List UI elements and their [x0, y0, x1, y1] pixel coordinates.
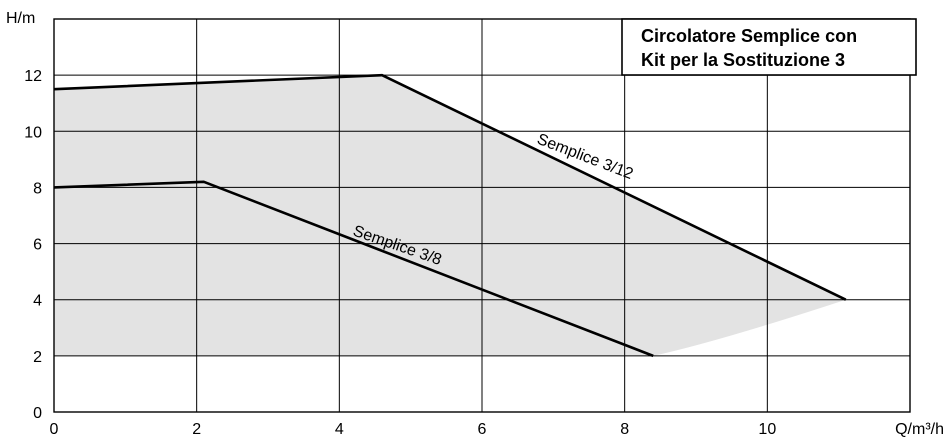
- x-tick-label: 0: [50, 421, 59, 437]
- y-tick-label: 0: [33, 405, 42, 422]
- x-axis-label: Q/m³/h: [895, 421, 944, 437]
- y-tick-label: 10: [24, 124, 42, 141]
- chart-title-box: Circolatore Semplice con Kit per la Sost…: [621, 18, 917, 76]
- operating-region: [54, 75, 846, 356]
- series-line-0: [53, 73, 847, 301]
- y-tick-label: 4: [33, 293, 42, 310]
- plot-frame: [53, 18, 911, 413]
- x-tick-label: 6: [478, 421, 487, 437]
- y-tick-label: 12: [24, 68, 42, 85]
- chart-title-line-1: Circolatore Semplice con: [641, 26, 857, 46]
- y-tick-label: 8: [33, 180, 42, 197]
- y-tick-label: 2: [33, 349, 42, 366]
- x-tick-label: 2: [192, 421, 201, 437]
- y-axis-label: H/m: [6, 10, 35, 27]
- chart-title-line-2: Kit per la Sostituzione 3: [641, 50, 845, 70]
- x-tick-label: 4: [335, 421, 344, 437]
- x-tick-label: 10: [758, 421, 776, 437]
- series-line-1: [53, 180, 654, 358]
- y-tick-label: 6: [33, 237, 42, 254]
- x-tick-label: 8: [620, 421, 629, 437]
